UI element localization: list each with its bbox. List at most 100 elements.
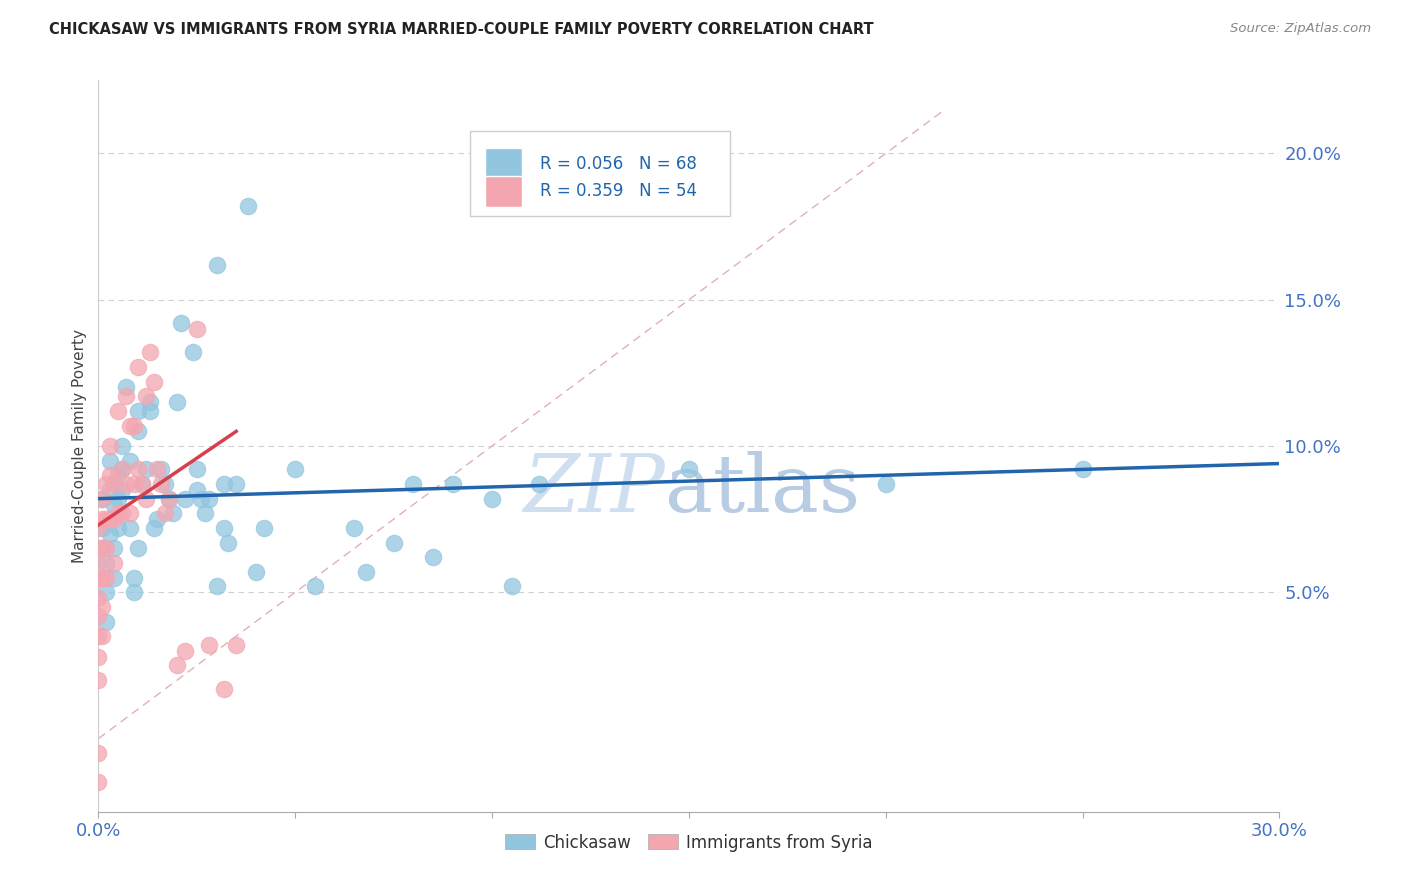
Text: ZIP: ZIP [523, 451, 665, 529]
Point [91, 491, 114, 506]
Point [91, 521, 114, 535]
Point [1071, 462, 1094, 476]
Point [214, 477, 236, 491]
Point [98, 526, 121, 541]
Point [122, 477, 145, 491]
Point [166, 658, 188, 673]
Point [107, 521, 129, 535]
Point [118, 418, 141, 433]
Point [197, 491, 219, 506]
Point [197, 638, 219, 652]
Point [87, 541, 110, 556]
Point [127, 462, 149, 476]
Point [98, 468, 121, 483]
Point [96, 477, 118, 491]
Point [103, 477, 125, 491]
Point [245, 565, 267, 579]
Point [138, 404, 160, 418]
Point [98, 483, 121, 497]
Point [422, 550, 444, 565]
Point [111, 462, 134, 476]
Point [96, 512, 118, 526]
Point [96, 541, 118, 556]
Point [87, 673, 110, 687]
Point [678, 462, 700, 476]
Point [118, 453, 141, 467]
Point [186, 483, 208, 497]
Y-axis label: Married-Couple Family Poverty: Married-Couple Family Poverty [72, 329, 87, 563]
Point [155, 477, 177, 491]
Point [354, 565, 377, 579]
Point [91, 571, 114, 585]
Point [135, 462, 157, 476]
Point [150, 462, 173, 476]
Point [111, 506, 134, 520]
Point [225, 477, 247, 491]
Point [127, 541, 149, 556]
Point [107, 506, 129, 520]
Legend: Chickasaw, Immigrants from Syria: Chickasaw, Immigrants from Syria [498, 827, 880, 858]
Point [87, 629, 110, 643]
Point [91, 599, 114, 614]
Point [225, 638, 247, 652]
Point [501, 579, 523, 593]
Point [181, 345, 204, 359]
Point [150, 477, 173, 491]
Point [103, 541, 125, 556]
Point [157, 491, 180, 506]
Point [142, 521, 165, 535]
Point [174, 644, 197, 658]
Point [111, 462, 134, 476]
Point [107, 404, 129, 418]
FancyBboxPatch shape [485, 176, 523, 207]
Point [87, 591, 110, 606]
Point [115, 389, 138, 403]
Text: R = 0.056   N = 68: R = 0.056 N = 68 [540, 154, 697, 173]
Point [174, 491, 197, 506]
Point [186, 462, 208, 476]
Text: Source: ZipAtlas.com: Source: ZipAtlas.com [1230, 22, 1371, 36]
Point [118, 521, 141, 535]
Point [87, 571, 110, 585]
Point [98, 439, 121, 453]
Point [115, 477, 138, 491]
Text: CHICKASAW VS IMMIGRANTS FROM SYRIA MARRIED-COUPLE FAMILY POVERTY CORRELATION CHA: CHICKASAW VS IMMIGRANTS FROM SYRIA MARRI… [49, 22, 875, 37]
Text: atlas: atlas [665, 450, 860, 529]
Point [96, 585, 118, 599]
Point [127, 359, 149, 374]
Point [122, 571, 145, 585]
Point [142, 375, 165, 389]
Point [87, 608, 110, 623]
Point [96, 615, 118, 629]
Point [107, 491, 129, 506]
Point [166, 395, 188, 409]
Point [481, 491, 503, 506]
Point [441, 477, 464, 491]
Point [146, 512, 169, 526]
Point [382, 535, 405, 549]
Point [214, 521, 236, 535]
Point [87, 521, 110, 535]
Point [87, 746, 110, 760]
Point [131, 477, 153, 491]
Point [118, 506, 141, 520]
Point [214, 681, 236, 696]
Point [91, 629, 114, 643]
Point [111, 439, 134, 453]
Point [284, 462, 307, 476]
Point [135, 389, 157, 403]
Point [122, 418, 145, 433]
Point [138, 345, 160, 359]
Point [162, 506, 184, 520]
Point [157, 491, 180, 506]
Point [304, 579, 326, 593]
Point [155, 506, 177, 520]
Point [91, 541, 114, 556]
Point [402, 477, 425, 491]
Point [205, 258, 228, 272]
Point [135, 491, 157, 506]
Point [186, 322, 208, 336]
Point [236, 199, 259, 213]
Point [87, 556, 110, 570]
Point [103, 571, 125, 585]
